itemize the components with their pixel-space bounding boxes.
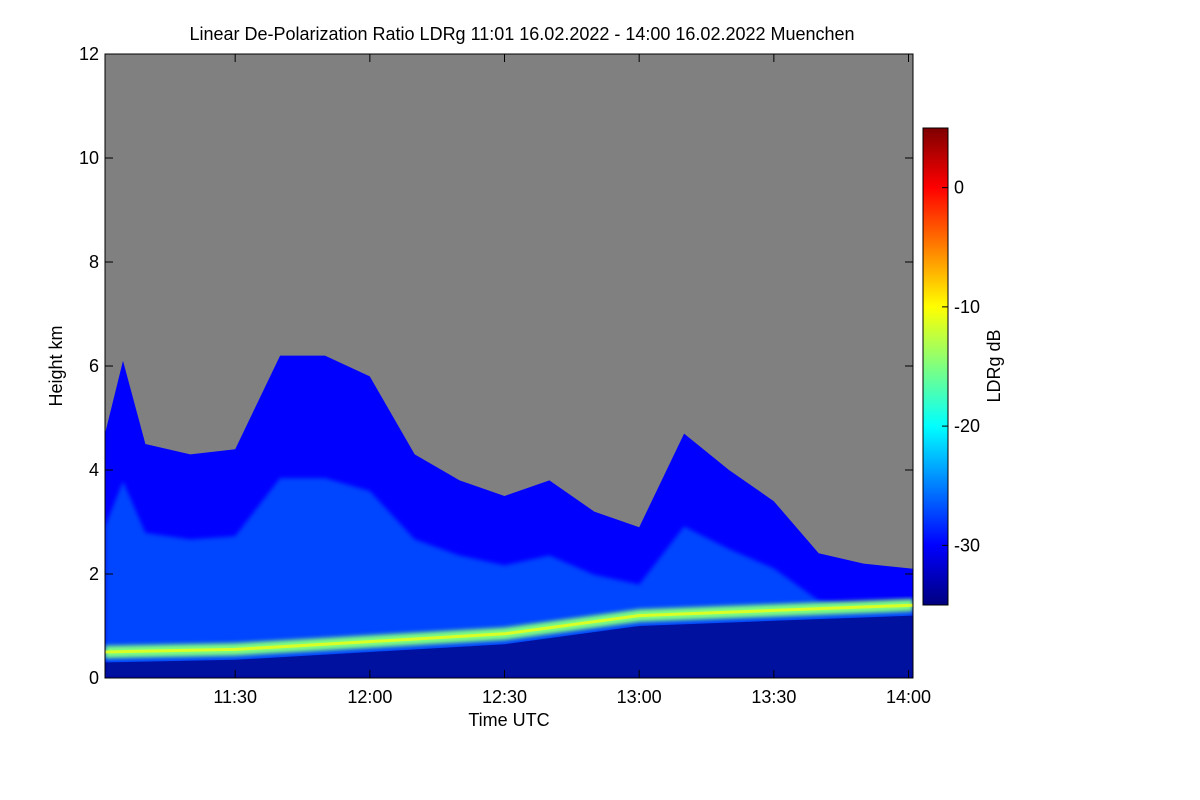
y-axis-label: Height km xyxy=(46,325,66,406)
colorbar: 0 -10 -20 -30 LDRg dB xyxy=(922,127,1004,606)
x-axis-label: Time UTC xyxy=(468,710,549,730)
y-tick-label: 2 xyxy=(89,564,99,584)
x-tick-label: 11:30 xyxy=(213,687,257,707)
boundary-layer-core xyxy=(105,603,913,654)
y-tick-label: 6 xyxy=(89,356,99,376)
near-surface-layer xyxy=(105,615,913,678)
x-tick-label: 12:30 xyxy=(482,687,527,707)
colorbar-label: LDRg dB xyxy=(984,329,1004,402)
y-tick-label: 12 xyxy=(79,44,99,64)
colorbar-tick-label: -30 xyxy=(954,535,980,555)
x-axis-ticks: 11:30 12:00 12:30 13:00 13:30 14:00 xyxy=(213,54,931,707)
plot-area: 11:30 12:00 12:30 13:00 13:30 14:00 0 2 4 6 8 10 12 xyxy=(79,44,931,707)
y-tick-label: 8 xyxy=(89,252,99,272)
y-axis-ticks: 0 2 4 6 8 10 12 xyxy=(79,44,913,688)
y-tick-label: 10 xyxy=(79,148,99,168)
colorbar-ticks: 0 -10 -20 -30 xyxy=(942,178,980,555)
y-tick-label: 0 xyxy=(89,668,99,688)
colorbar-tick-label: 0 xyxy=(954,178,964,198)
y-tick-label: 4 xyxy=(89,460,99,480)
x-tick-label: 13:00 xyxy=(617,687,662,707)
colorbar-tick-label: -20 xyxy=(954,416,980,436)
x-tick-label: 14:00 xyxy=(886,687,931,707)
x-tick-label: 12:00 xyxy=(347,687,392,707)
chart-title: Linear De-Polarization Ratio LDRg 11:01 … xyxy=(189,24,854,44)
colorbar-gradient xyxy=(922,127,949,606)
ldr-field xyxy=(105,355,913,678)
colorbar-tick-label: -10 xyxy=(954,297,980,317)
x-tick-label: 13:30 xyxy=(751,687,796,707)
